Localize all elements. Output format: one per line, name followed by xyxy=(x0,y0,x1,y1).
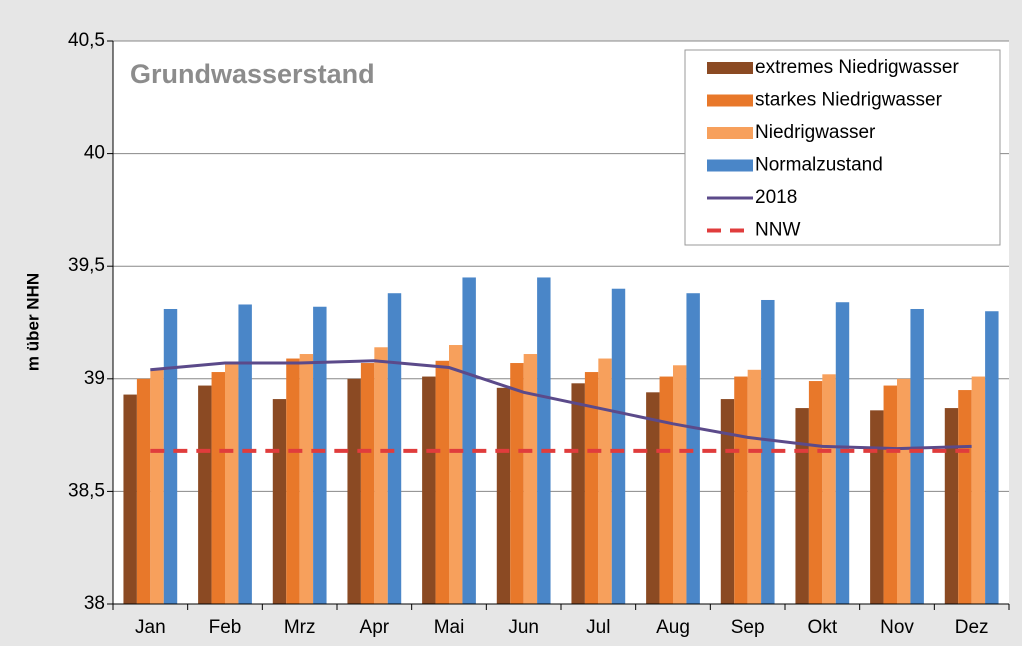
bar xyxy=(659,376,673,604)
bar xyxy=(313,306,327,604)
y-tick-label: 39 xyxy=(84,368,105,389)
bar xyxy=(238,304,252,604)
chart-title: Grundwasserstand xyxy=(130,59,375,89)
bar xyxy=(720,399,735,604)
bar xyxy=(299,354,314,604)
bar xyxy=(747,369,762,604)
bar xyxy=(910,308,924,604)
x-tick-label: Mrz xyxy=(284,617,316,638)
bar xyxy=(496,387,511,604)
bar xyxy=(897,378,911,604)
bar xyxy=(163,308,178,604)
y-tick-label: 39,5 xyxy=(68,255,105,276)
bar xyxy=(123,394,137,604)
y-tick-label: 38,5 xyxy=(68,480,105,501)
line xyxy=(150,359,972,451)
bar xyxy=(387,293,402,604)
y-tick-label: 38 xyxy=(84,593,105,614)
x-tick-label: Mai xyxy=(434,617,465,638)
bar xyxy=(958,390,972,604)
x-tick-label: Apr xyxy=(360,617,390,638)
bar xyxy=(225,363,239,604)
bar xyxy=(870,410,884,604)
x-tick-label: Aug xyxy=(656,617,690,638)
legend-label: Niedrigwasser xyxy=(755,122,876,143)
bar xyxy=(971,376,986,604)
bar xyxy=(571,383,585,604)
bar xyxy=(673,365,687,604)
bar xyxy=(686,293,700,604)
bar xyxy=(883,385,897,604)
bar xyxy=(598,358,612,604)
legend-key xyxy=(707,94,753,107)
bar xyxy=(611,288,626,604)
bar xyxy=(198,385,212,604)
bar xyxy=(422,376,436,604)
x-tick-label: Sep xyxy=(731,617,765,638)
bar xyxy=(822,374,836,604)
bar xyxy=(136,378,151,604)
legend-label: Normalzustand xyxy=(755,155,883,176)
bar xyxy=(374,347,388,604)
bar xyxy=(985,311,999,604)
y-tick-label: 40 xyxy=(84,143,105,164)
bar xyxy=(435,360,449,604)
bar xyxy=(761,299,775,604)
x-tick-label: Jul xyxy=(586,617,610,638)
x-tick-label: Jun xyxy=(508,617,539,638)
x-tick-label: Jan xyxy=(135,617,166,638)
legend-label: starkes Niedrigwasser xyxy=(755,90,943,111)
bar xyxy=(795,408,809,604)
y-tick-label: 40,5 xyxy=(68,30,105,51)
bar xyxy=(449,345,463,604)
bar xyxy=(360,363,375,604)
bar xyxy=(808,381,823,604)
x-tick-label: Dez xyxy=(955,617,989,638)
legend-key xyxy=(707,127,753,139)
x-tick-label: Feb xyxy=(209,617,242,638)
bar xyxy=(211,372,225,604)
bar xyxy=(272,399,287,604)
bar xyxy=(835,302,850,604)
bar xyxy=(523,354,538,604)
bar xyxy=(462,277,476,604)
bar xyxy=(150,369,164,604)
x-tick-label: Okt xyxy=(808,617,838,638)
bar xyxy=(537,277,551,604)
legend-label: 2018 xyxy=(755,187,797,208)
legend-label: NNW xyxy=(755,220,800,241)
bar xyxy=(584,372,599,604)
legend-box xyxy=(684,49,1001,246)
legend-label: extremes Niedrigwasser xyxy=(755,57,959,78)
bar xyxy=(944,408,959,604)
bar xyxy=(286,358,300,604)
bar xyxy=(646,392,660,604)
legend-key xyxy=(707,159,753,172)
x-tick-label: Nov xyxy=(880,617,914,638)
bar xyxy=(734,376,748,604)
bar xyxy=(347,378,361,604)
y-axis-label: m über NHN xyxy=(23,273,42,371)
legend-key xyxy=(707,62,753,74)
bar xyxy=(510,363,524,604)
